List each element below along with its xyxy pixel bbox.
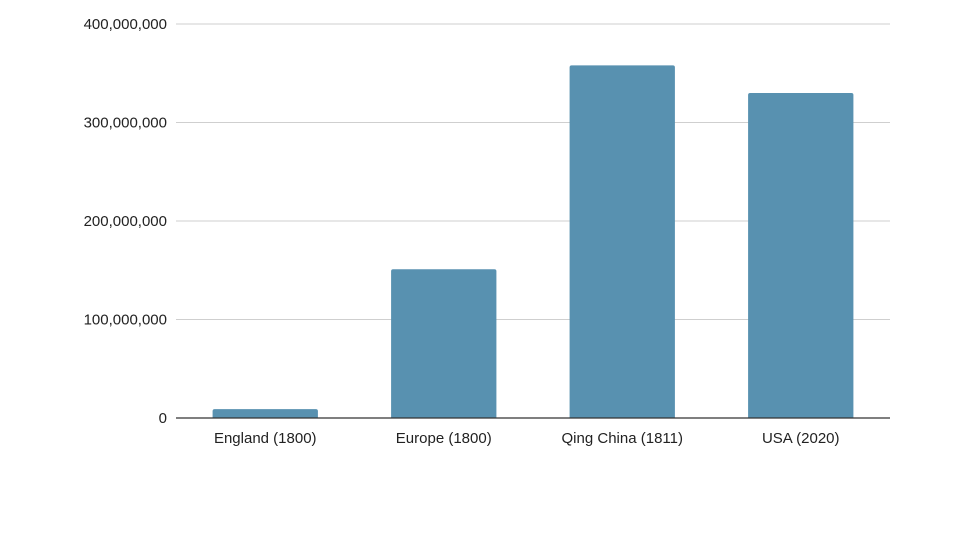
- x-tick-label: USA (2020): [762, 430, 840, 447]
- y-tick-label: 400,000,000: [84, 16, 167, 33]
- bar: [569, 65, 675, 419]
- bars: [212, 65, 854, 419]
- y-axis-tick-labels: 0 100,000,000 200,000,000 300,000,000 400,00…: [84, 16, 167, 427]
- y-tick-label: 100,000,000: [84, 312, 167, 329]
- x-axis-tick-labels: England (1800) Europe (1800) Qing China (1…: [214, 430, 840, 447]
- bar: [212, 409, 318, 418]
- x-tick-label: Europe (1800): [396, 430, 492, 447]
- bar: [391, 269, 497, 418]
- y-tick-label: 0: [159, 410, 167, 427]
- bar: [748, 92, 854, 418]
- y-tick-label: 300,000,000: [84, 115, 167, 132]
- x-tick-label: England (1800): [214, 430, 317, 447]
- y-tick-label: 200,000,000: [84, 213, 167, 230]
- x-tick-label: Qing China (1811): [562, 430, 683, 447]
